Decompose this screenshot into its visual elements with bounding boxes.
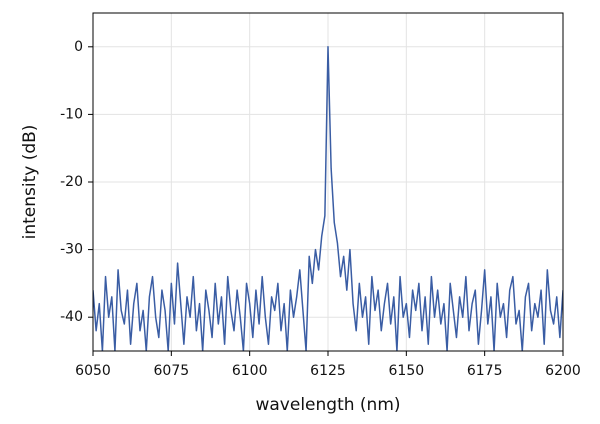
data-line	[93, 46, 563, 351]
x-tick-label: 6175	[467, 363, 503, 379]
x-axis-title: wavelength (nm)	[255, 395, 400, 415]
y-tick-label: -10	[60, 106, 83, 122]
plot-frame	[92, 12, 564, 352]
x-tick-label: 6200	[545, 363, 581, 379]
y-axis-title: intensity (dB)	[20, 125, 40, 240]
y-tick-label: 0	[74, 39, 83, 55]
x-tick-label: 6075	[154, 363, 190, 379]
x-tick-label: 6050	[75, 363, 111, 379]
x-tick-label: 6150	[389, 363, 425, 379]
x-tick-label: 6100	[232, 363, 268, 379]
y-tick-label: -20	[60, 174, 83, 190]
y-tick-label: -30	[60, 242, 83, 258]
y-tick-label: -40	[60, 309, 83, 325]
x-tick-label: 6125	[310, 363, 346, 379]
